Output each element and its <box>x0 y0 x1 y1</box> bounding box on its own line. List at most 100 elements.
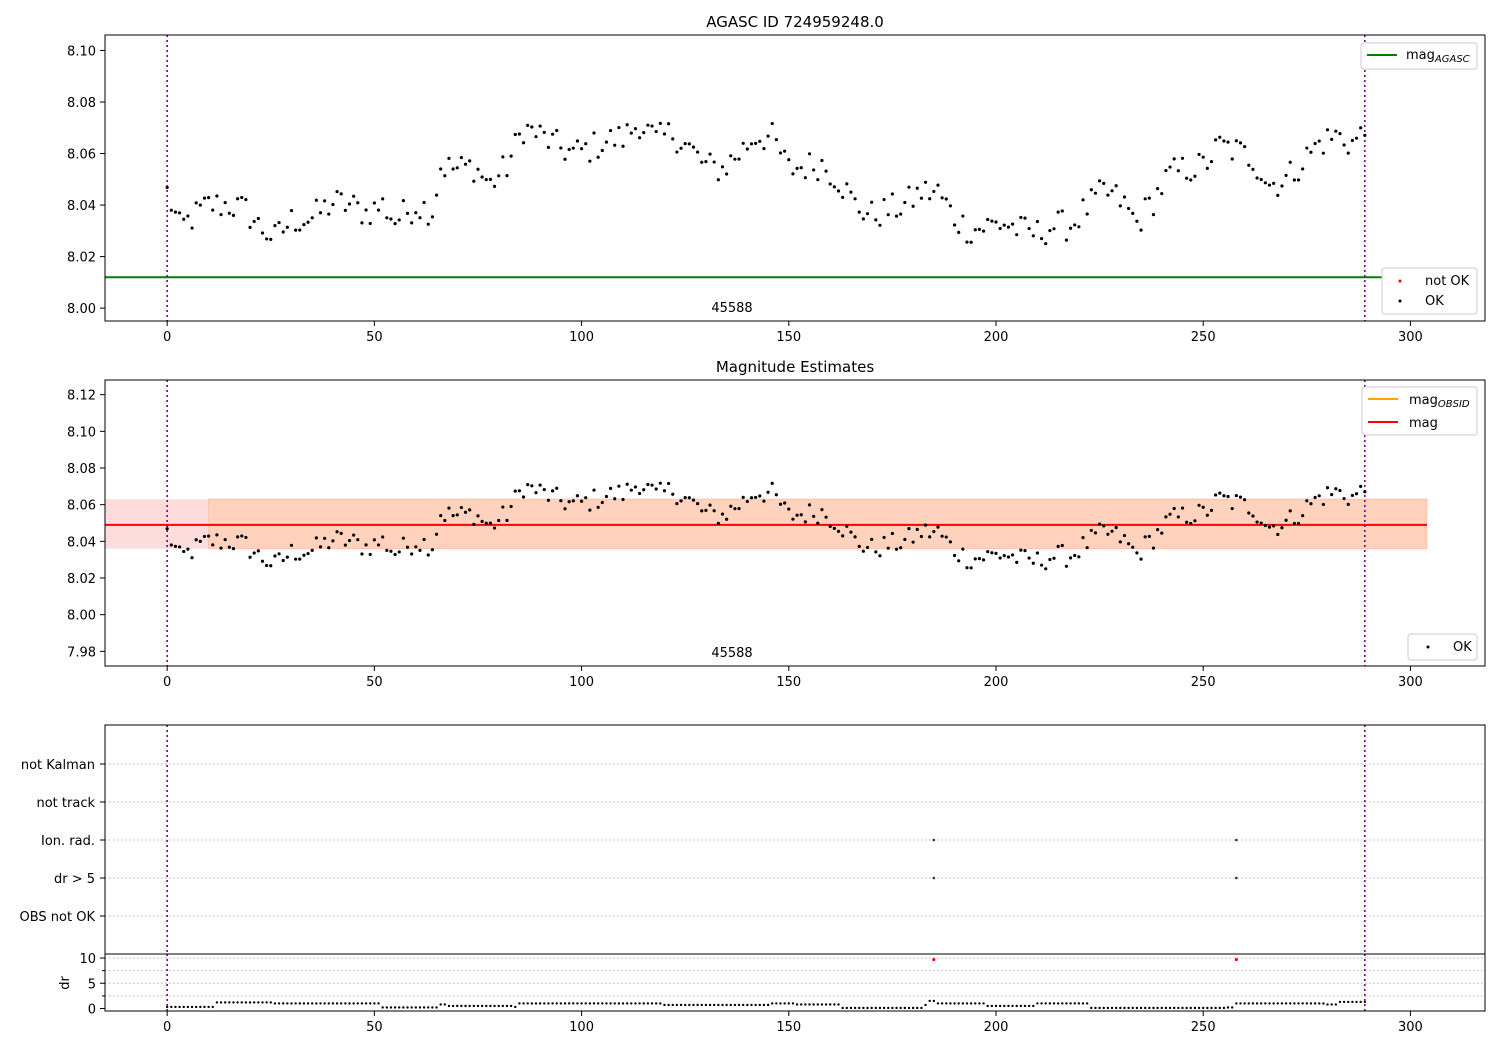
dr-point <box>1102 1006 1105 1010</box>
dr-point <box>369 1002 372 1005</box>
dr-point <box>1160 1006 1163 1010</box>
dr-point <box>1214 1006 1217 1010</box>
data-point <box>376 543 381 547</box>
data-point <box>629 131 633 135</box>
data-point <box>679 499 683 503</box>
data-point <box>787 158 791 162</box>
legend-label: not OK <box>1425 274 1470 289</box>
data-point <box>1039 236 1044 241</box>
data-point <box>244 197 248 202</box>
legend-lines: magOBSID mag <box>1361 386 1478 436</box>
dr-point <box>1185 1006 1188 1010</box>
data-point <box>658 121 662 125</box>
data-point <box>318 545 323 549</box>
data-point <box>774 493 778 497</box>
dr-point <box>588 1002 592 1005</box>
dr-point <box>762 1003 766 1007</box>
dr-point <box>974 1002 977 1005</box>
dr-point <box>928 999 931 1003</box>
data-point <box>870 200 874 204</box>
dr-point <box>986 1004 989 1008</box>
dr-point <box>174 1005 177 1009</box>
data-point <box>770 481 774 485</box>
data-point <box>1006 555 1011 559</box>
data-point <box>414 545 418 549</box>
data-point <box>1048 228 1052 233</box>
panel-agasc: AGASC ID 724959248.0 45588 0 50 100 150 200 2… <box>67 13 1486 345</box>
data-point <box>1085 546 1089 550</box>
data-point <box>596 155 600 159</box>
data-point <box>1031 234 1035 238</box>
data-point <box>961 547 965 551</box>
data-point <box>430 215 434 219</box>
data-point <box>207 534 211 538</box>
data-point <box>198 203 202 207</box>
dr-point <box>1268 1002 1271 1005</box>
data-point <box>936 183 940 187</box>
data-point <box>642 131 646 135</box>
y-tick-label: 8.02 <box>67 572 96 587</box>
data-point <box>480 519 484 523</box>
data-point <box>248 225 252 229</box>
data-point <box>277 552 281 556</box>
data-point <box>368 221 372 226</box>
data-point <box>302 222 306 227</box>
data-point <box>294 557 298 561</box>
data-point <box>488 177 493 181</box>
dr-point <box>493 1004 496 1008</box>
y-tick-label: 8.08 <box>67 462 96 477</box>
data-point <box>1156 528 1160 532</box>
data-point <box>646 123 650 127</box>
data-point <box>1276 532 1280 537</box>
data-point <box>919 196 923 200</box>
data-point <box>1114 184 1118 188</box>
data-point <box>1044 567 1048 571</box>
data-point <box>667 122 671 126</box>
data-point <box>1230 506 1234 511</box>
data-point <box>741 141 745 145</box>
data-point <box>1085 212 1089 216</box>
data-point <box>571 146 575 150</box>
data-point <box>1056 544 1060 548</box>
data-point <box>1292 521 1296 526</box>
data-point <box>729 504 733 508</box>
data-point <box>816 521 820 525</box>
dr-point <box>248 1001 252 1004</box>
dr-point <box>961 1002 965 1005</box>
data-point <box>368 552 372 557</box>
data-point <box>389 549 393 553</box>
dr-point <box>447 1004 451 1008</box>
data-point <box>1131 545 1135 549</box>
dr-point <box>911 1006 915 1010</box>
data-point <box>455 513 459 517</box>
data-point <box>372 538 376 542</box>
data-point <box>463 510 468 514</box>
dr-point <box>829 1003 832 1006</box>
dr-point <box>170 1005 173 1009</box>
dr-point <box>1052 1002 1056 1005</box>
data-point <box>861 549 865 553</box>
data-point <box>269 564 273 568</box>
data-point <box>952 223 957 227</box>
data-point <box>1060 209 1064 213</box>
dr-point <box>331 1002 335 1005</box>
data-point <box>405 545 410 549</box>
data-point <box>513 132 517 137</box>
data-point <box>1226 140 1230 144</box>
dr-point <box>547 1002 550 1005</box>
dr-point <box>1156 1006 1159 1010</box>
data-point <box>335 530 339 534</box>
dr-point <box>526 1002 529 1005</box>
data-point <box>1068 226 1073 230</box>
dr-point <box>1226 1006 1230 1009</box>
plot-area <box>105 35 1427 321</box>
dr-point <box>659 1002 662 1005</box>
dr-point <box>994 1004 998 1008</box>
data-point <box>534 491 538 495</box>
data-point <box>1122 533 1127 538</box>
data-point <box>882 197 886 202</box>
data-point <box>459 505 463 510</box>
dr-point <box>232 1001 235 1004</box>
data-point <box>1151 546 1156 550</box>
data-point <box>1015 560 1019 565</box>
